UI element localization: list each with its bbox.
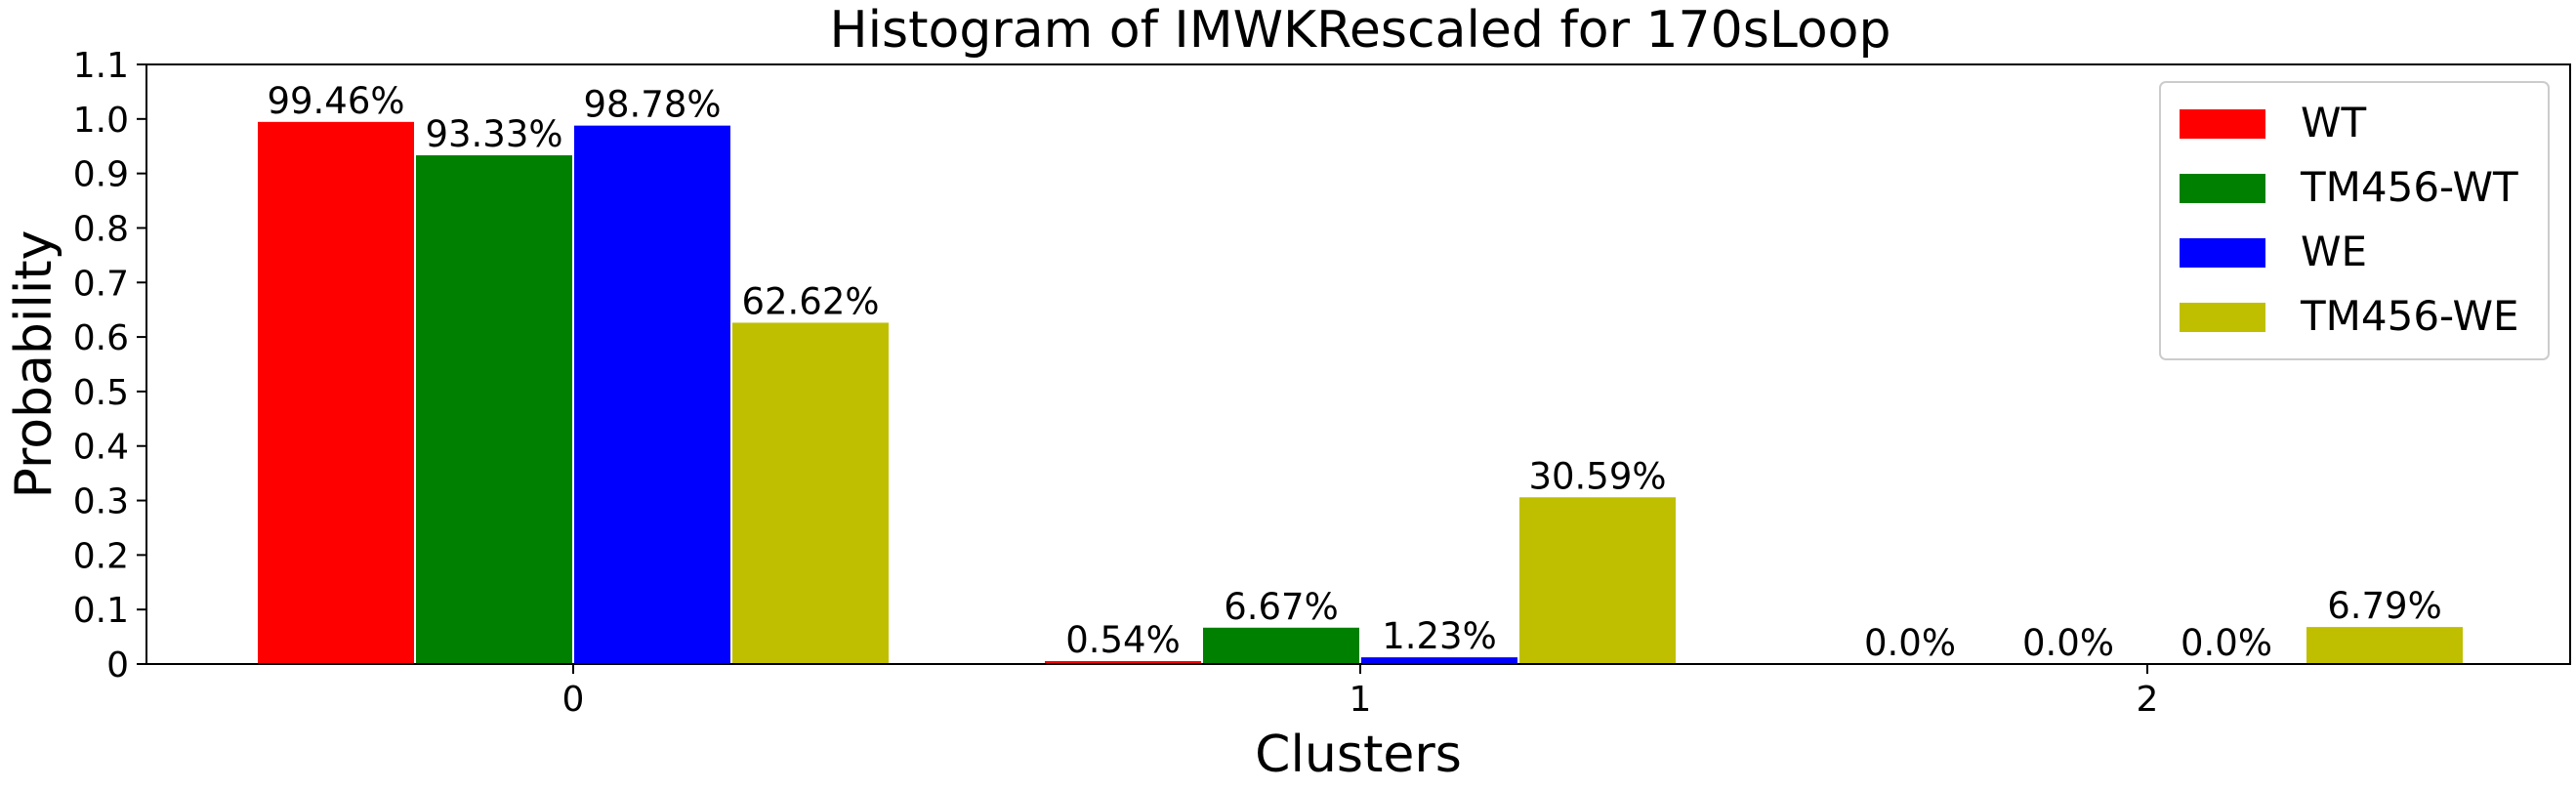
bars-group <box>258 121 2463 665</box>
y-tick-label: 0.4 <box>73 428 129 468</box>
data-label: 1.23% <box>1382 615 1497 657</box>
y-tick-label: 0.6 <box>73 318 129 358</box>
plot-frame <box>145 63 2571 665</box>
bar-we-cluster-0 <box>574 125 730 665</box>
data-label: 0.0% <box>1864 622 1956 664</box>
bar-tm456-wt-cluster-1 <box>1203 627 1359 664</box>
chart-title: Histogram of IMWKRescaled for 170sLoop <box>829 1 1890 60</box>
y-tick-label: 0.1 <box>73 591 129 631</box>
x-axis-label: Clusters <box>1255 726 1462 784</box>
bar-wt-cluster-1 <box>1045 660 1201 664</box>
y-tick-label: 1.1 <box>73 46 129 86</box>
bar-tm456-we-cluster-1 <box>1519 497 1676 664</box>
y-axis-label: Probability <box>5 230 63 499</box>
y-tick-label: 0.5 <box>73 373 129 413</box>
legend-swatch <box>2180 109 2265 139</box>
y-tick-label: 1.0 <box>73 101 129 141</box>
legend-swatch <box>2180 174 2265 203</box>
legend-label: TM456-WE <box>2300 292 2519 340</box>
data-label: 30.59% <box>1528 455 1666 497</box>
x-tick-label: 0 <box>562 680 585 720</box>
data-label: 6.67% <box>1224 586 1339 628</box>
legend-label: WT <box>2301 99 2367 146</box>
legend: WT TM456-WT WE TM456-WE <box>2159 81 2550 360</box>
legend-label: TM456-WT <box>2300 163 2518 211</box>
bar-tm456-we-cluster-0 <box>732 322 889 664</box>
legend-label: WE <box>2301 228 2367 275</box>
x-tick-label: 2 <box>2137 680 2159 720</box>
bar-wt-cluster-0 <box>258 121 414 664</box>
y-tick-label: 0.3 <box>73 482 129 522</box>
data-label: 98.78% <box>583 84 721 126</box>
y-tick-label: 0.2 <box>73 536 129 576</box>
data-labels-group: 99.46% 0.54% 0.0% 93.33% 6.67% 0.0% 98.78% 1.23… <box>267 80 2441 664</box>
legend-box <box>2159 81 2550 360</box>
bar-tm456-we-cluster-2 <box>2306 627 2463 664</box>
data-label: 6.79% <box>2327 585 2442 627</box>
data-label: 93.33% <box>425 113 562 155</box>
legend-swatch <box>2180 238 2265 268</box>
y-tick-label: 0.8 <box>73 209 129 249</box>
legend-swatch <box>2180 303 2265 332</box>
y-tick-label: 0 <box>106 645 129 686</box>
data-label: 62.62% <box>741 280 879 322</box>
x-axis: 0 1 2 <box>562 664 2159 720</box>
data-label: 0.0% <box>2181 622 2272 664</box>
y-tick-label: 0.9 <box>73 155 129 195</box>
y-tick-label: 0.7 <box>73 264 129 304</box>
data-label: 99.46% <box>267 80 404 122</box>
x-tick-label: 1 <box>1350 680 1372 720</box>
data-label: 0.54% <box>1065 619 1181 661</box>
bar-tm456-wt-cluster-0 <box>416 155 572 665</box>
bar-we-cluster-1 <box>1361 657 1517 664</box>
data-label: 0.0% <box>2022 622 2114 664</box>
y-axis: 0 0.1 0.2 0.3 0.4 0.5 0.6 0.7 0.8 0.9 1.0 1.1 <box>73 46 146 686</box>
